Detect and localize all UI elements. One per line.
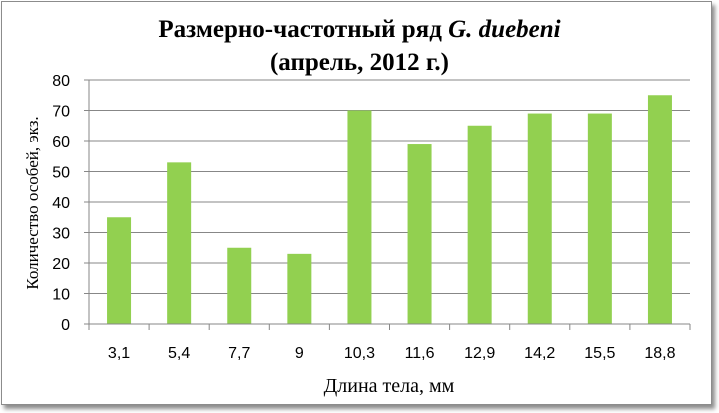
y-tick-label: 0 xyxy=(61,317,70,334)
y-tick-label: 80 xyxy=(52,73,70,90)
chart-title: Размерно-частотный ряд G. duebeni (апрел… xyxy=(0,13,719,79)
chart-title-species: G. duebeni xyxy=(448,16,561,43)
bars xyxy=(107,95,672,324)
bar xyxy=(287,253,312,324)
x-tick-label: 14,2 xyxy=(524,345,555,362)
axes xyxy=(84,79,691,330)
y-tick-label: 20 xyxy=(52,256,70,273)
bar xyxy=(107,217,132,324)
y-tick-label: 50 xyxy=(52,165,70,182)
bar xyxy=(167,162,192,324)
x-tick-label: 12,9 xyxy=(464,345,495,362)
chart-subtitle: (апрель, 2012 г.) xyxy=(269,49,449,76)
x-tick-label: 9 xyxy=(295,345,304,362)
y-tick-label: 10 xyxy=(52,287,70,304)
x-tick-label: 3,1 xyxy=(108,345,130,362)
x-tick-label: 18,8 xyxy=(644,345,675,362)
y-tick-label: 30 xyxy=(52,226,70,243)
bar xyxy=(227,247,252,324)
x-tick-label: 11,6 xyxy=(405,345,435,362)
y-axis-title: Количество особей, экз. xyxy=(23,116,42,289)
bar xyxy=(527,113,552,324)
x-tick-label: 15,5 xyxy=(584,345,615,362)
chart-title-text: Размерно-частотный ряд xyxy=(158,16,449,43)
x-tick-label: 7,7 xyxy=(228,345,250,362)
y-tick-labels: 0 10 20 30 40 50 60 70 80 xyxy=(52,73,70,334)
x-tick-label: 10,3 xyxy=(344,345,375,362)
x-tick-labels: 3,1 5,4 7,7 9 10,3 11,6 12,9 14,2 15,5 18,8 xyxy=(108,345,676,362)
bar xyxy=(407,144,432,324)
bar xyxy=(467,125,492,324)
y-tick-label: 70 xyxy=(52,104,70,121)
y-tick-label: 60 xyxy=(52,134,70,151)
bar xyxy=(347,110,372,324)
x-axis-title: Длина тела, мм xyxy=(324,375,455,397)
x-tick-label: 5,4 xyxy=(168,345,190,362)
y-tick-label: 40 xyxy=(52,195,70,212)
bar xyxy=(647,95,672,324)
bar xyxy=(587,113,612,324)
